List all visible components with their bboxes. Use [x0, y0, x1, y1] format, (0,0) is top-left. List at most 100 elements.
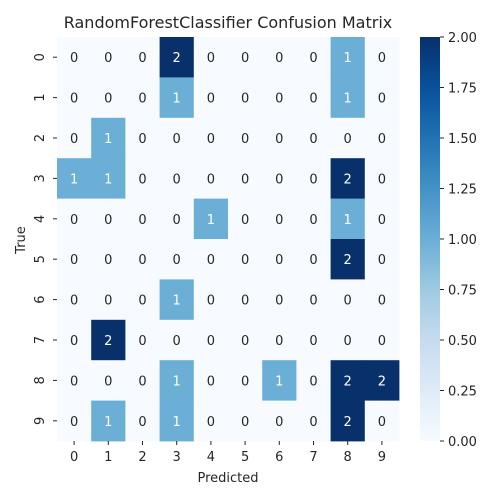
- cell-value-label: 0: [173, 213, 181, 228]
- heatmap-cell: [262, 400, 297, 442]
- cell-value-label: 1: [173, 374, 181, 389]
- heatmap-cell: [125, 400, 160, 442]
- cell-value-label: 0: [241, 172, 249, 187]
- y-tick-label: 0: [33, 53, 48, 61]
- cell-value-label: 0: [207, 92, 215, 107]
- heatmap-cell: [364, 239, 400, 280]
- heatmap-cell: [193, 37, 229, 78]
- heatmap-cell: [125, 37, 160, 78]
- heatmap-cell: [57, 279, 92, 321]
- y-tick-label: 1: [33, 93, 48, 101]
- cell-value-label: 2: [344, 374, 352, 389]
- heatmap-cell: [125, 77, 160, 119]
- cell-value-label: 1: [344, 92, 352, 107]
- heatmap-cell: [91, 77, 126, 119]
- heatmap-cell: [296, 37, 331, 78]
- y-tick-label: 8: [33, 376, 48, 384]
- cell-value-label: 0: [241, 374, 249, 389]
- cell-value-label: 0: [207, 334, 215, 349]
- cell-value-label: 0: [378, 415, 386, 430]
- cell-value-label: 0: [344, 132, 352, 147]
- heatmap-cell: [193, 158, 229, 199]
- cell-value-label: 0: [173, 334, 181, 349]
- heatmap-cell: [364, 77, 400, 119]
- heatmap-cell: [57, 198, 92, 240]
- heatmap-cell: [330, 37, 366, 78]
- heatmap-cell: [91, 37, 126, 78]
- cell-value-label: 2: [173, 51, 181, 66]
- cell-value-label: 1: [275, 374, 283, 389]
- heatmap-cell: [125, 319, 160, 361]
- cell-value-label: 0: [378, 132, 386, 147]
- cell-value-label: 0: [344, 294, 352, 309]
- cell-value-label: 0: [138, 294, 146, 309]
- y-axis-label: True: [14, 226, 29, 255]
- colorbar: [420, 37, 440, 441]
- heatmap-cell: [296, 77, 331, 119]
- cell-value-label: 0: [138, 213, 146, 228]
- heatmap-cell: [364, 117, 400, 159]
- heatmap-cell: [228, 360, 263, 401]
- colorbar-tick-label: 1.00: [448, 233, 477, 248]
- heatmap-cell: [330, 319, 366, 361]
- cell-value-label: 0: [275, 415, 283, 430]
- cell-labels: 0 0 0 2 0 0 0 0 1 0 0 0 0 1 0 0 0 0 1 0 0 1 0 0 0 0 0 0 0 0 1 1 0 0 0 0 0 0 2 0…: [70, 51, 386, 430]
- heatmap-cell: [91, 400, 126, 442]
- cell-value-label: 0: [138, 51, 146, 66]
- colorbar-tick-label: 0.50: [448, 334, 477, 349]
- cell-value-label: 2: [104, 334, 112, 349]
- heatmap-cell: [262, 279, 297, 321]
- x-tick-label: 6: [275, 450, 283, 465]
- cell-value-label: 0: [309, 294, 317, 309]
- x-tick-label: 8: [344, 450, 352, 465]
- x-tick-label: 9: [378, 450, 386, 465]
- cell-value-label: 0: [241, 334, 249, 349]
- cell-value-label: 1: [344, 213, 352, 228]
- cell-value-label: 0: [70, 92, 78, 107]
- heatmap-cell: [159, 158, 195, 199]
- y-axis-ticks: 0 1 2 3 4 5 6 7 8 9: [33, 53, 57, 425]
- cell-value-label: 0: [378, 294, 386, 309]
- cell-value-label: 0: [104, 294, 112, 309]
- heatmap-cell: [296, 319, 331, 361]
- heatmap-cell: [228, 239, 263, 280]
- cell-value-label: 0: [378, 51, 386, 66]
- cell-value-label: 0: [104, 51, 112, 66]
- cell-value-label: 0: [241, 213, 249, 228]
- cell-value-label: 0: [378, 213, 386, 228]
- heatmap-cell: [330, 400, 366, 442]
- cell-value-label: 1: [344, 51, 352, 66]
- cell-value-label: 0: [207, 374, 215, 389]
- heatmap-cell: [91, 198, 126, 240]
- cell-value-label: 0: [275, 172, 283, 187]
- cell-value-label: 0: [173, 253, 181, 268]
- heatmap-cell: [91, 239, 126, 280]
- heatmap-cells: [57, 37, 400, 442]
- x-tick-label: 7: [309, 450, 317, 465]
- cell-value-label: 0: [241, 294, 249, 309]
- cell-value-label: 1: [173, 92, 181, 107]
- heatmap-cell: [228, 77, 263, 119]
- heatmap-cell: [159, 198, 195, 240]
- heatmap-cell: [296, 400, 331, 442]
- colorbar-tick-label: 0.75: [448, 284, 477, 299]
- cell-value-label: 0: [275, 51, 283, 66]
- cell-value-label: 0: [241, 92, 249, 107]
- heatmap-cell: [57, 158, 92, 199]
- cell-value-label: 2: [344, 172, 352, 187]
- heatmap-cell: [125, 239, 160, 280]
- heatmap-cell: [91, 319, 126, 361]
- heatmap-cell: [262, 239, 297, 280]
- x-tick-label: 4: [207, 450, 215, 465]
- heatmap-cell: [193, 77, 229, 119]
- y-tick-label: 2: [33, 134, 48, 142]
- heatmap-cell: [125, 360, 160, 401]
- x-tick-label: 1: [104, 450, 112, 465]
- colorbar-tick-label: 0.25: [448, 385, 477, 400]
- heatmap-cell: [159, 400, 195, 442]
- heatmap-cell: [228, 158, 263, 199]
- heatmap-cell: [364, 198, 400, 240]
- heatmap-cell: [262, 37, 297, 78]
- heatmap-cell: [330, 117, 366, 159]
- heatmap-cell: [159, 279, 195, 321]
